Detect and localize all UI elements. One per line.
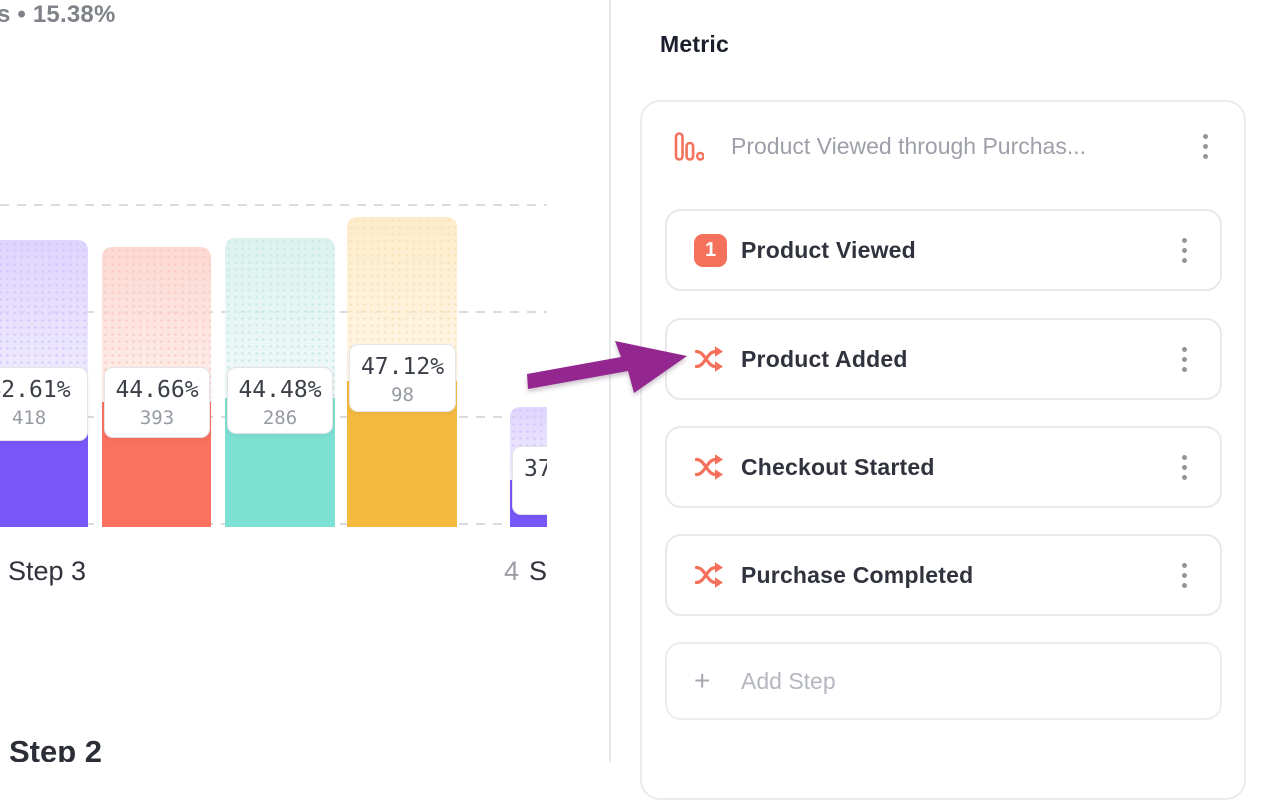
kebab-menu-icon[interactable] [1176, 232, 1193, 269]
step4-partial-text: S [529, 556, 547, 586]
funnel-chart-pane: s • 15.38% 42.61% 418 44 [0, 0, 611, 762]
step4-number: 4 [504, 556, 520, 586]
step-label: Product Added [741, 345, 908, 372]
count-value: 286 [262, 407, 298, 429]
step-label: Purchase Completed [741, 561, 974, 588]
funnel-chart-icon [674, 132, 705, 162]
count-value: 418 [11, 407, 47, 429]
funnel-step-row-product-added[interactable]: Product Added [665, 318, 1222, 400]
shuffle-icon [694, 346, 727, 372]
add-step-button[interactable]: + Add Step [665, 642, 1222, 720]
conversion-summary-partial: s • 15.38% [0, 1, 116, 28]
gridline [0, 204, 547, 206]
funnel-step-row-checkout-started[interactable]: Checkout Started [665, 426, 1222, 508]
value-label-step3-coral: 44.66% 393 [104, 367, 210, 438]
shuffle-icon [694, 562, 727, 588]
metric-title: Product Viewed through Purchas... [731, 132, 1087, 159]
plus-icon: + [694, 665, 711, 696]
pct-value: 47.12% [360, 354, 445, 380]
pct-value: 44.66% [115, 377, 199, 403]
add-step-label: Add Step [741, 667, 836, 694]
kebab-menu-icon[interactable] [1176, 557, 1193, 594]
metric-card: Product Viewed through Purchas... 1 Prod… [640, 100, 1246, 800]
panel-title: Metric [660, 31, 729, 57]
pct-value: 42.61% [0, 377, 71, 403]
value-label-step3-amber: 47.12% 98 [349, 344, 456, 412]
step-number-badge: 1 [694, 233, 727, 267]
count-value: 393 [139, 407, 175, 429]
x-axis-label-step3: Step 3 [8, 556, 87, 586]
step-label: Product Viewed [741, 236, 916, 263]
kebab-menu-icon[interactable] [1176, 449, 1193, 486]
pct-value: 44.48% [238, 377, 322, 403]
funnel-step-row-product-viewed[interactable]: 1 Product Viewed [665, 209, 1222, 291]
value-label-step3-purple: 42.61% 418 [0, 367, 88, 441]
value-label-step4-purple: 37 [512, 446, 547, 515]
funnel-chart-clip: s • 15.38% 42.61% 418 44 [0, 0, 547, 762]
funnel-step-row-purchase-completed[interactable]: Purchase Completed [665, 534, 1222, 616]
count-value: 98 [391, 384, 414, 406]
shuffle-icon [694, 454, 727, 480]
section-heading-step2: Step 2 [9, 734, 103, 762]
metric-panel: Metric Product Viewed through Purchas...… [611, 0, 1264, 800]
metric-card-header[interactable]: Product Viewed through Purchas... [642, 102, 1244, 190]
step-label: Checkout Started [741, 453, 935, 480]
value-label-step3-teal: 44.48% 286 [227, 367, 333, 434]
kebab-menu-icon[interactable] [1197, 128, 1214, 165]
pct-value: 37 [524, 456, 547, 482]
kebab-menu-icon[interactable] [1176, 341, 1193, 378]
